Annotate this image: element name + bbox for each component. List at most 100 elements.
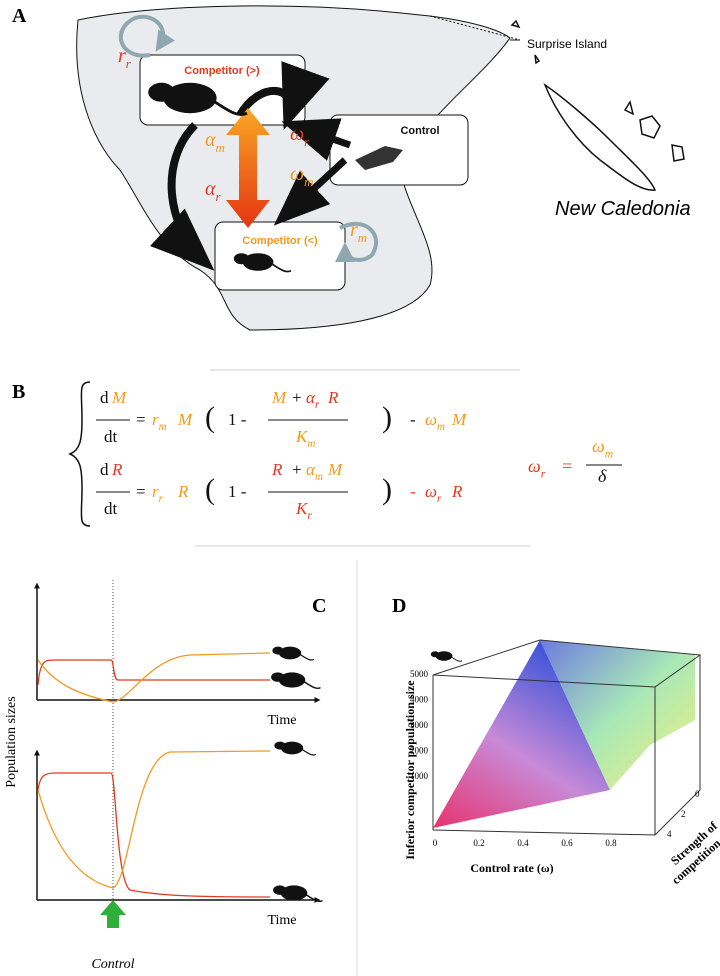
- symbol-main: R: [327, 388, 339, 407]
- tick-label: 3000: [410, 720, 429, 730]
- place-label: Surprise Island: [527, 37, 607, 51]
- symbol: R: [111, 460, 123, 479]
- symbol-sub: m: [358, 230, 367, 245]
- symbol: +: [292, 460, 302, 479]
- symbol-main: d: [100, 388, 109, 407]
- panel-label: B: [12, 381, 25, 403]
- symbol-main: ω: [425, 410, 437, 429]
- rat-tail: [304, 682, 320, 688]
- symbol-main: ω: [290, 123, 304, 145]
- node-label: Control: [400, 125, 439, 137]
- axis-title: Inferior competitor population size: [403, 680, 417, 860]
- rat-icon: [431, 651, 462, 661]
- figure: A Competitor (>) Control Competitor (<) …: [0, 0, 720, 976]
- symbol: R: [451, 482, 463, 501]
- symbol: ): [382, 473, 392, 506]
- symbol-main: (: [205, 401, 215, 434]
- node-label: Competitor (<): [242, 235, 318, 247]
- rat-head: [271, 672, 284, 682]
- symbol: (: [205, 401, 215, 434]
- tick-label: 2: [681, 809, 686, 819]
- symbol-sub: r: [307, 510, 312, 522]
- symbol: Km: [295, 427, 315, 450]
- symbol: δ: [598, 466, 607, 486]
- rat-tail: [452, 657, 462, 661]
- symbol: dt: [104, 499, 118, 518]
- symbol-main: dt: [104, 499, 118, 518]
- rat-head: [148, 83, 175, 102]
- symbol: R: [177, 482, 189, 501]
- event-arrow: [100, 900, 126, 928]
- symbol-main: α: [205, 129, 216, 151]
- symbol-main: R: [451, 482, 463, 501]
- tick-label: 1000: [410, 771, 429, 781]
- panel-label: A: [12, 5, 27, 27]
- symbol-sub: r: [437, 493, 442, 505]
- tick-label: 2000: [410, 746, 429, 756]
- symbol: d: [100, 388, 109, 407]
- rat-tail: [302, 750, 316, 755]
- symbol-sub: m: [307, 438, 315, 450]
- symbol: R: [271, 460, 283, 479]
- symbol-main: ): [382, 401, 392, 434]
- symbol: =: [136, 482, 146, 501]
- symbol-main: (: [205, 473, 215, 506]
- panel-label: C: [312, 595, 326, 617]
- symbol: ωr: [425, 482, 442, 505]
- symbol: Kr: [295, 499, 312, 522]
- symbol-sub: m: [159, 421, 167, 433]
- tick-label: 0.6: [561, 838, 573, 848]
- symbol-main: M: [271, 388, 287, 407]
- symbol-main: ω: [592, 436, 605, 456]
- symbol: dt: [104, 427, 118, 446]
- symbol: =: [562, 456, 572, 476]
- panel-label: D: [392, 595, 406, 617]
- rat-head: [272, 647, 283, 655]
- rat-icon: [271, 672, 320, 688]
- tick-label: 4: [667, 829, 672, 839]
- symbol: d: [100, 460, 109, 479]
- symbol: +: [292, 388, 302, 407]
- symbol-main: α: [205, 178, 216, 200]
- symbol: M: [327, 460, 343, 479]
- symbol-sub: m: [216, 140, 225, 155]
- symbol-main: d: [100, 460, 109, 479]
- rat-tail: [300, 655, 314, 660]
- axis-title: Time: [267, 713, 296, 728]
- symbol-main: ω: [528, 456, 541, 476]
- axis-title: Population sizes: [4, 696, 19, 787]
- symbol-sub: r: [541, 467, 546, 480]
- symbol-main: ): [382, 473, 392, 506]
- event-label: Control: [91, 957, 134, 972]
- symbol-main: +: [292, 388, 302, 407]
- symbol-sub: m: [315, 471, 323, 483]
- symbol: M: [111, 388, 127, 407]
- tick-label: 0: [695, 789, 700, 799]
- symbol: M: [451, 410, 467, 429]
- tick-label: 0: [433, 838, 438, 848]
- tick-label: 4000: [410, 695, 429, 705]
- symbol-main: -: [410, 482, 416, 501]
- symbol: ωm: [592, 436, 613, 460]
- symbol-main: M: [451, 410, 467, 429]
- symbol: -: [410, 482, 416, 501]
- symbol-main: r: [118, 45, 126, 67]
- node-label: Competitor (>): [184, 65, 260, 77]
- symbol: M: [271, 388, 287, 407]
- symbol: 1 -: [228, 482, 247, 501]
- symbol: rm: [152, 410, 167, 433]
- symbol-sub: m: [605, 447, 613, 460]
- symbol-main: =: [562, 456, 572, 476]
- symbol: rr: [152, 482, 164, 505]
- tick-label: 0.4: [517, 838, 529, 848]
- symbol-main: δ: [598, 466, 607, 486]
- symbol: ωm: [425, 410, 445, 433]
- symbol-main: 1 -: [228, 410, 247, 429]
- symbol-sub: r: [159, 493, 164, 505]
- curve-red: [38, 660, 270, 685]
- tick-label: 5000: [410, 669, 429, 679]
- curve-red: [38, 773, 270, 897]
- tick-label: 0.2: [473, 838, 484, 848]
- rat-head: [234, 253, 249, 264]
- symbol-sub: r: [315, 399, 320, 411]
